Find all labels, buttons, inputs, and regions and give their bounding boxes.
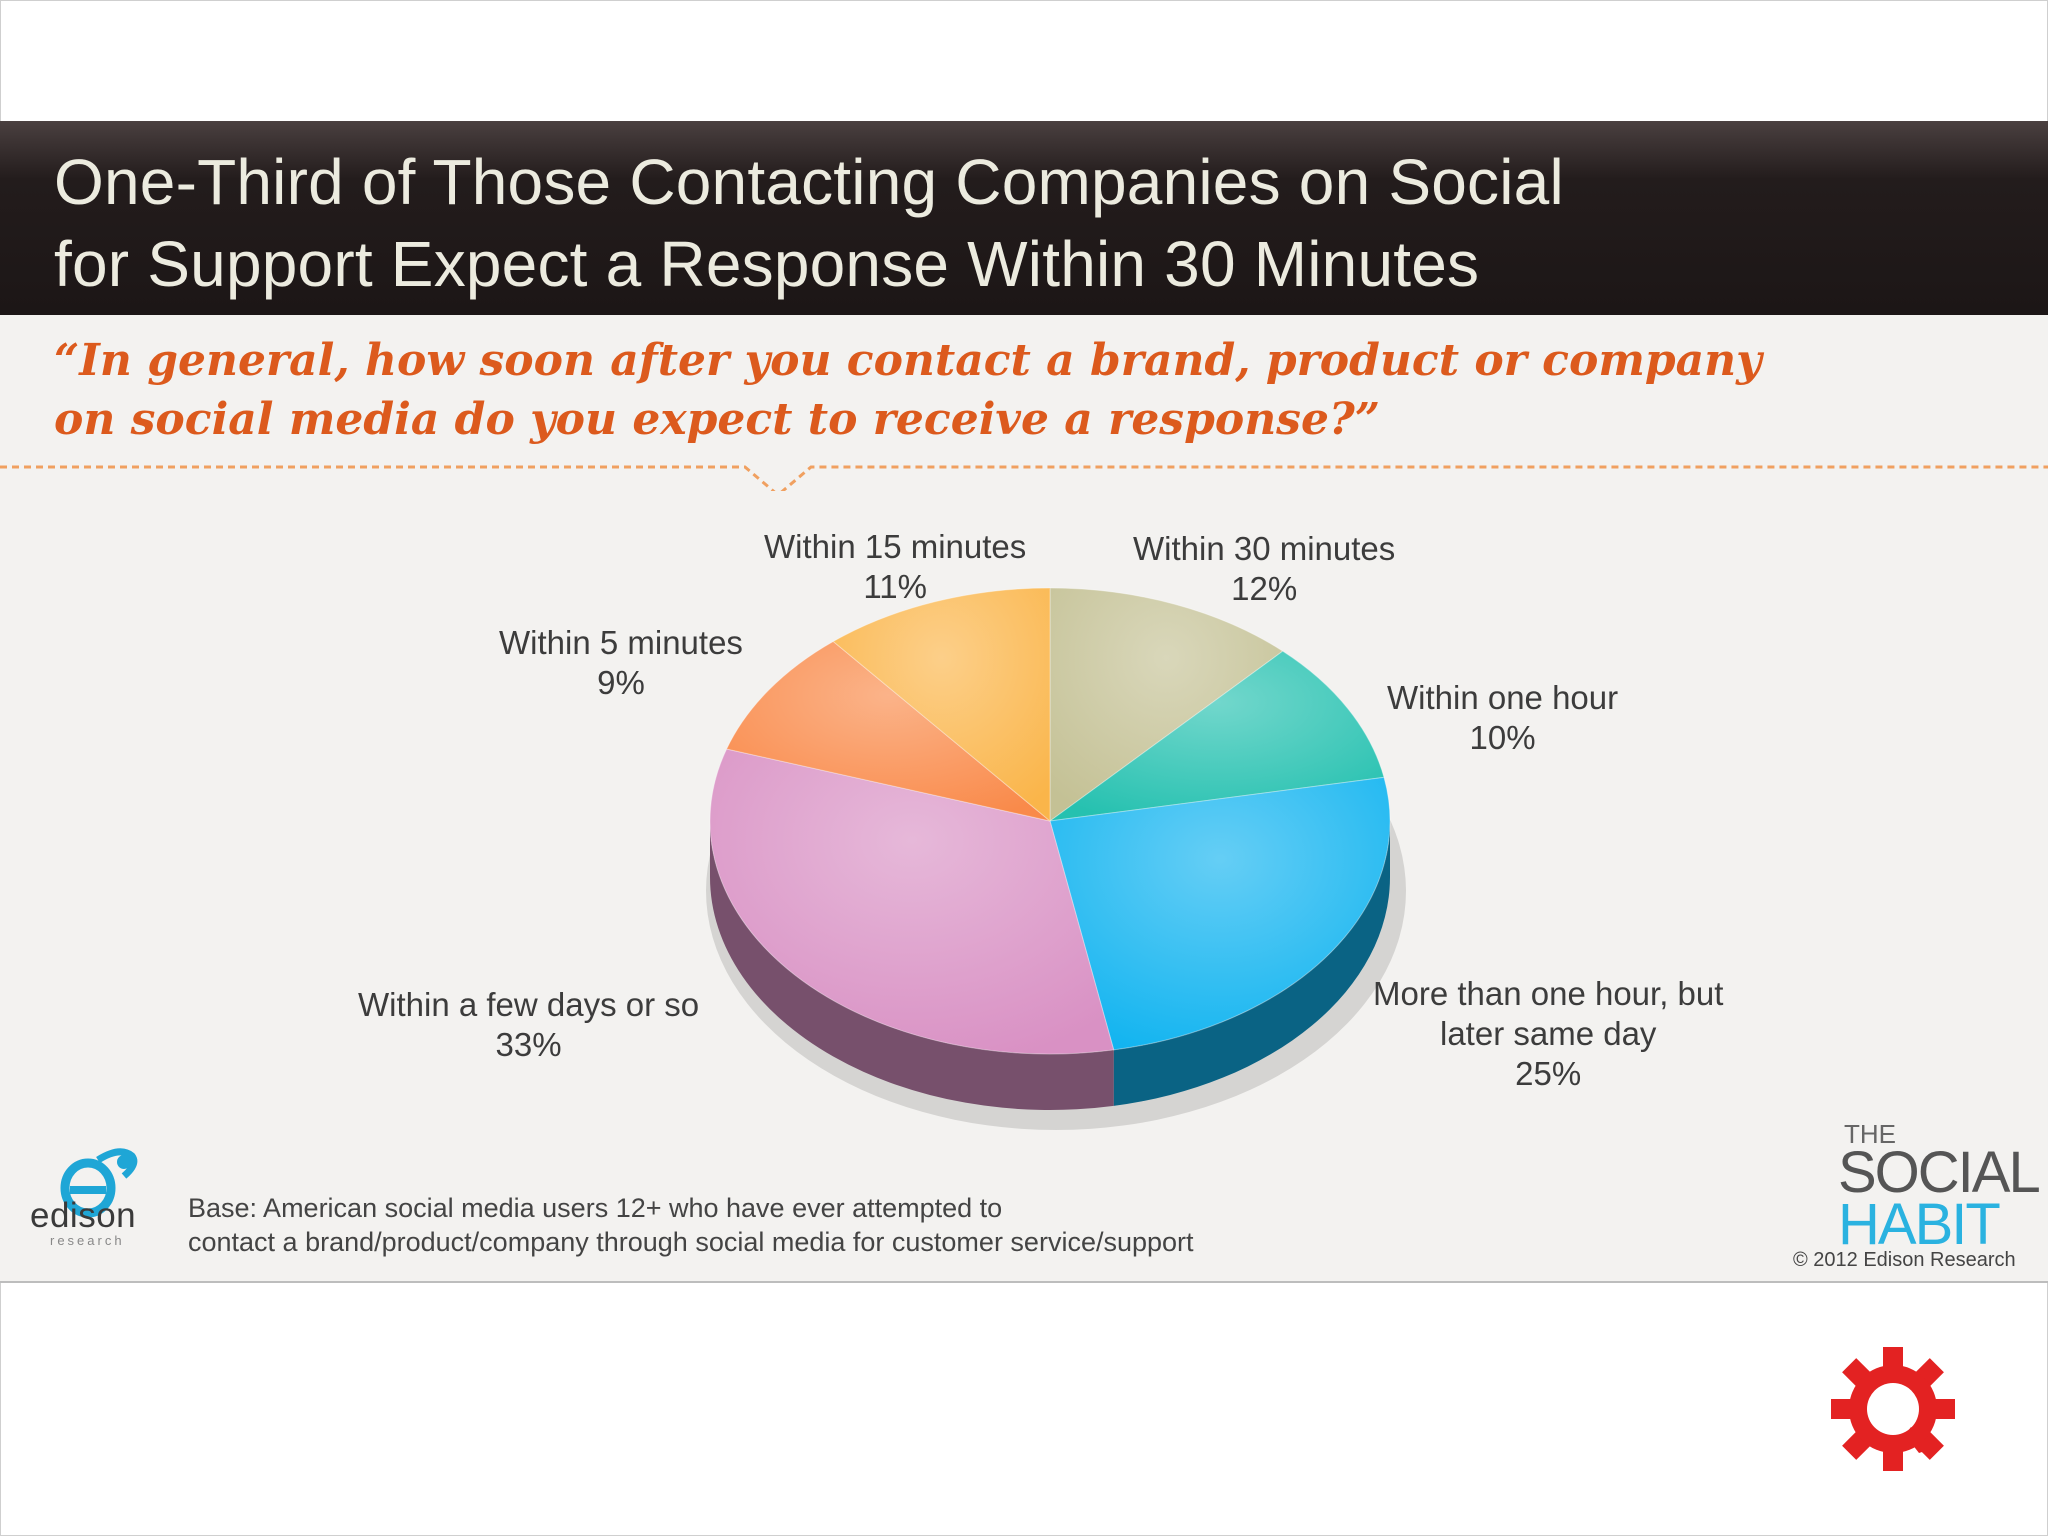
gear-tooth xyxy=(1831,1399,1855,1419)
slice-label-value: 33% xyxy=(495,1026,562,1063)
slice-label-text: Within a few days or so xyxy=(358,986,700,1023)
edison-logo-name: edison xyxy=(30,1196,137,1235)
slide-title-line-1: One-Third of Those Contacting Companies … xyxy=(54,146,1564,218)
slice-label-text: Within one hour xyxy=(1387,679,1619,716)
slice-label-within-5-minutes: Within 5 minutes 9% xyxy=(499,623,743,703)
pie-chart xyxy=(706,587,1406,1130)
pie-slice-within-a-few-days-or-so xyxy=(709,748,1115,1055)
slice-label-few-days: Within a few days or so 33% xyxy=(358,985,699,1065)
slice-label-within-30-minutes: Within 30 minutes 12% xyxy=(1133,529,1395,609)
question-line-2: on social media do you expect to receive… xyxy=(54,394,1381,445)
pie-slice-side xyxy=(709,821,1114,1110)
slice-label-text-line-1: More than one hour, but xyxy=(1373,975,1724,1012)
copyright: © 2012 Edison Research xyxy=(1793,1249,2016,1271)
pie-slice-more-than-one-hour-but-later-same-day xyxy=(1049,776,1391,1051)
slice-label-value: 10% xyxy=(1469,719,1536,756)
slide-title-line-2: for Support Expect a Response Within 30 … xyxy=(54,228,1480,300)
slide: One-Third of Those Contacting Companies … xyxy=(0,121,2048,1283)
social-habit-logo-habit: HABIT xyxy=(1838,1192,2001,1257)
pie-slice-within-5-minutes xyxy=(725,640,1051,822)
slice-label-value: 11% xyxy=(863,568,927,605)
edison-logo-icon xyxy=(60,1148,138,1218)
slice-label-within-one-hour: Within one hour 10% xyxy=(1387,678,1618,758)
social-habit-logo-the: THE xyxy=(1844,1119,1896,1149)
pie-slice-within-30-minutes xyxy=(1049,587,1284,822)
slice-label-later-same-day: More than one hour, but later same day 2… xyxy=(1373,974,1723,1094)
social-habit-logo-social: SOCIAL xyxy=(1838,1140,2041,1205)
pie-slice-within-one-hour xyxy=(1049,650,1385,822)
pie-slice-within-15-minutes xyxy=(832,587,1051,823)
base-note-line-2: contact a brand/product/company through … xyxy=(188,1227,1194,1257)
gear-tooth xyxy=(1883,1447,1903,1471)
slice-label-value: 25% xyxy=(1515,1055,1582,1092)
gear-tooth xyxy=(1883,1347,1903,1371)
slice-label-text: Within 5 minutes xyxy=(499,624,743,661)
edison-logo-subtitle: research xyxy=(50,1233,125,1248)
slice-label-text: Within 30 minutes xyxy=(1133,530,1396,567)
slice-label-text: Within 15 minutes xyxy=(764,528,1027,565)
base-note: Base: American social media users 12+ wh… xyxy=(188,1191,1194,1259)
slice-label-text-line-2: later same day xyxy=(1439,1015,1657,1052)
gear-icon[interactable] xyxy=(1828,1344,1958,1474)
pie-slice-side xyxy=(1113,821,1390,1106)
base-note-line-1: Base: American social media users 12+ wh… xyxy=(188,1193,1003,1223)
slice-label-within-15-minutes: Within 15 minutes 11% xyxy=(764,527,1026,607)
gear-tooth xyxy=(1931,1399,1955,1419)
slice-label-value: 12% xyxy=(1231,570,1298,607)
title-bar: One-Third of Those Contacting Companies … xyxy=(0,121,2048,315)
dashed-divider xyxy=(0,465,2048,491)
slice-label-value: 9% xyxy=(597,664,645,701)
question-line-1: “In general, how soon after you contact … xyxy=(54,335,1762,386)
